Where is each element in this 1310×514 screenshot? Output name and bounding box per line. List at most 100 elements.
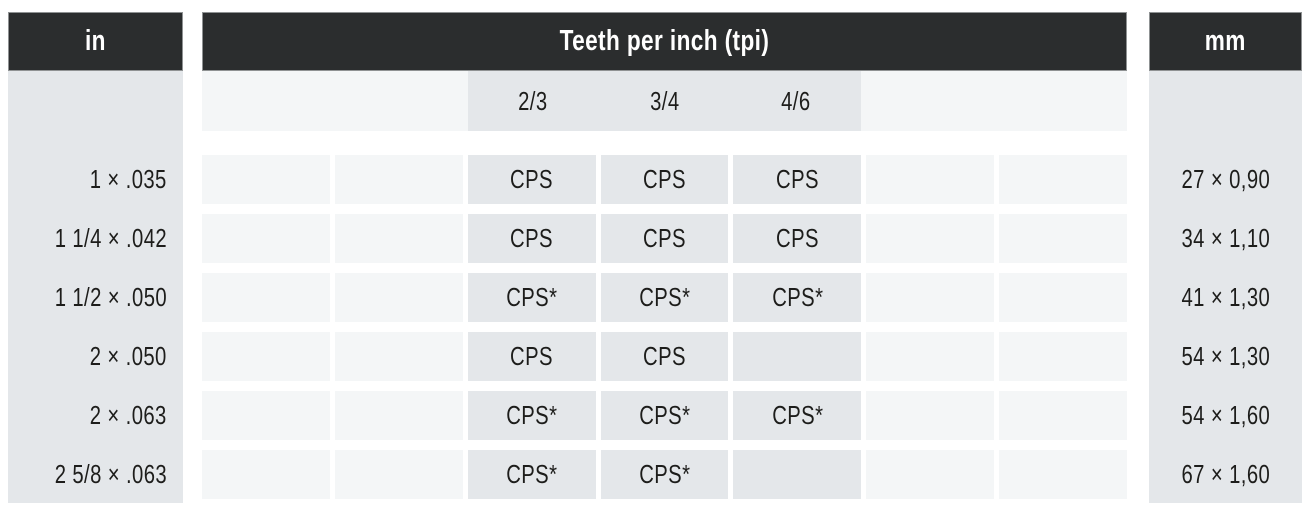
tpi-cell-value: CPS [643,164,686,194]
empty-cell [334,214,463,263]
tpi-cell-value: CPS [643,223,686,253]
tpi-cell [733,332,862,381]
tpi-cell: CPS* [467,391,596,440]
in-column-body: 1 × .035 1 1/4 × .042 1 1/2 × .050 2 × .… [8,71,183,503]
empty-cell [999,450,1127,499]
in-size-row: 1 1/2 × .050 [8,273,183,322]
empty-cell [866,273,995,322]
tpi-cell-value: CPS* [638,459,691,489]
mm-size-row: 54 × 1,60 [1149,391,1302,440]
in-size-value: 2 × .063 [90,400,167,430]
empty-cell [866,155,995,204]
tpi-cell: CPS [600,214,729,263]
in-size-row: 1 1/4 × .042 [8,214,183,263]
empty-cell [202,155,330,204]
tpi-cell-value: CPS* [638,400,691,430]
empty-cell [202,391,330,440]
tpi-cell: CPS* [600,450,729,499]
empty-cell [334,450,463,499]
tpi-column-label: 2/3 [518,85,548,116]
tpi-cell-value: CPS* [771,400,823,430]
tpi-column-band: 2/3 3/4 4/6 [467,71,862,131]
in-header-label: in [85,25,106,57]
empty-cell [866,450,995,499]
tpi-section-header: Teeth per inch (tpi) [202,12,1127,71]
tpi-column-label: 4/6 [780,85,811,116]
tpi-cell: CPS [733,155,862,204]
tpi-cell: CPS* [600,391,729,440]
in-size-row: 1 × .035 [8,155,183,204]
tpi-cell-value: CPS* [638,282,691,312]
tpi-cell: CPS [600,332,729,381]
mm-size-value: 27 × 0,90 [1181,164,1270,194]
tpi-cell-value: CPS* [506,282,558,312]
mm-size-value: 54 × 1,30 [1181,341,1270,371]
tpi-cell: CPS [467,214,596,263]
mm-column: mm 27 × 0,90 34 × 1,10 41 × 1,30 54 × 1,… [1149,12,1302,503]
tpi-cell: CPS* [733,273,862,322]
mm-column-header: mm [1149,12,1302,71]
tpi-header-label: Teeth per inch (tpi) [559,25,770,57]
in-size-value: 2 × .050 [90,341,167,371]
empty-cell [202,273,330,322]
tpi-cell-value: CPS* [771,282,823,312]
mm-header-label: mm [1204,25,1246,57]
mm-size-row: 54 × 1,30 [1149,332,1302,381]
tpi-column-label: 3/4 [649,85,680,116]
empty-cell [202,450,330,499]
mm-column-body: 27 × 0,90 34 × 1,10 41 × 1,30 54 × 1,30 … [1149,71,1302,503]
empty-cell [866,214,995,263]
empty-cell [866,332,995,381]
in-size-value: 1 1/4 × .042 [54,223,167,253]
in-size-value: 1 1/2 × .050 [54,282,167,312]
tpi-cell: CPS* [467,450,596,499]
tpi-cell-value: CPS* [506,400,558,430]
tpi-cell: CPS [467,332,596,381]
empty-cell [999,391,1127,440]
tpi-cell-value: CPS [510,164,554,194]
tpi-cell [733,450,862,499]
in-column: in 1 × .035 1 1/4 × .042 1 1/2 × .050 2 … [8,12,183,503]
in-size-row: 2 × .063 [8,391,183,440]
empty-cell [334,332,463,381]
tpi-cell-value: CPS [510,223,554,253]
empty-cell [999,214,1127,263]
tpi-subheader-row: 2/3 3/4 4/6 [202,71,1127,131]
in-size-row: 2 5/8 × .063 [8,450,183,499]
empty-cell [334,391,463,440]
table-layout: in 1 × .035 1 1/4 × .042 1 1/2 × .050 2 … [8,12,1302,503]
mm-size-row: 34 × 1,10 [1149,214,1302,263]
in-size-row: 2 × .050 [8,332,183,381]
tpi-cell: CPS* [733,391,862,440]
empty-cell [202,214,330,263]
tpi-data-grid: CPS CPS CPS CPS CPS CPS CPS* CPS* CPS* [202,155,1127,499]
tpi-cell: CPS* [600,273,729,322]
tpi-cell: CPS [467,155,596,204]
tpi-section: Teeth per inch (tpi) 2/3 3/4 4/6 CPS CPS… [202,12,1127,503]
tpi-cell-value: CPS [510,341,554,371]
tpi-cell: CPS [733,214,862,263]
tpi-cell-value: CPS [775,164,819,194]
mm-size-row: 41 × 1,30 [1149,273,1302,322]
mm-size-value: 34 × 1,10 [1181,223,1270,253]
tpi-cell-value: CPS [775,223,819,253]
empty-cell [202,332,330,381]
tpi-cell-value: CPS* [506,459,558,489]
tpi-cell: CPS* [467,273,596,322]
empty-cell [334,155,463,204]
in-size-value: 2 5/8 × .063 [54,459,167,489]
mm-size-value: 67 × 1,60 [1181,459,1270,489]
mm-size-row: 27 × 0,90 [1149,155,1302,204]
empty-cell [866,391,995,440]
mm-size-value: 54 × 1,60 [1181,400,1270,430]
in-size-value: 1 × .035 [90,164,167,194]
empty-cell [999,273,1127,322]
empty-cell [334,273,463,322]
tpi-cell: CPS [600,155,729,204]
empty-cell [999,155,1127,204]
mm-size-value: 41 × 1,30 [1181,282,1270,312]
mm-size-row: 67 × 1,60 [1149,450,1302,499]
in-column-header: in [8,12,183,71]
tpi-cell-value: CPS [643,341,686,371]
